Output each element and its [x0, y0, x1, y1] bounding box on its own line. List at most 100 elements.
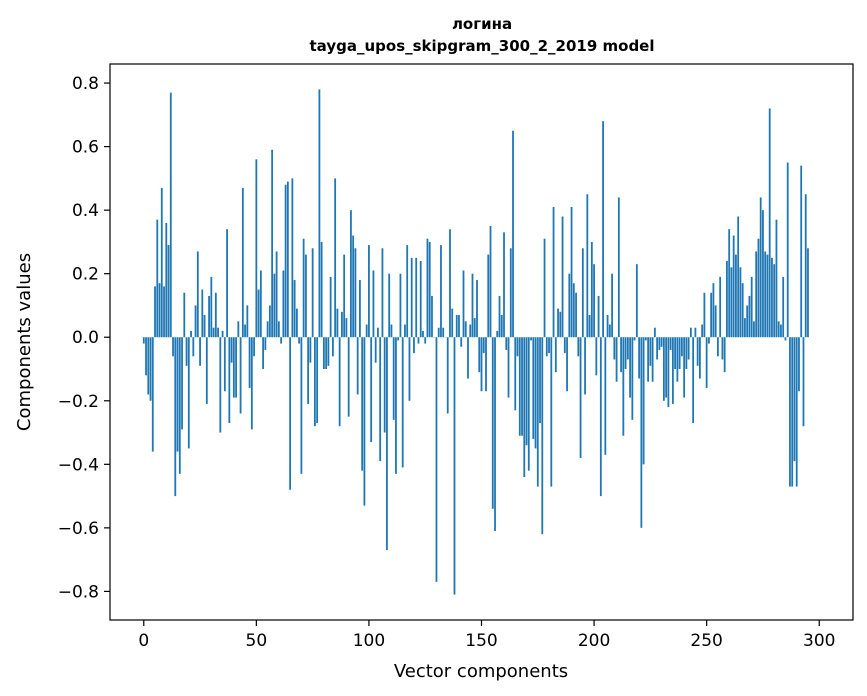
y-tick-label: −0.8 [58, 582, 99, 602]
bar-15 [176, 337, 179, 452]
bar-109 [388, 273, 391, 338]
bar-150 [480, 337, 483, 392]
bar-139 [455, 314, 458, 338]
bar-127 [428, 241, 431, 338]
bar-30 [210, 276, 213, 338]
bar-77 [316, 337, 319, 424]
bar-85 [334, 178, 337, 338]
bar-42 [237, 321, 240, 338]
bar-193 [577, 337, 580, 357]
bar-125 [424, 337, 427, 344]
bar-73 [307, 337, 310, 404]
bar-190 [570, 206, 573, 338]
bar-66 [291, 178, 294, 338]
bar-155 [491, 337, 494, 509]
bar-273 [757, 238, 760, 338]
bar-209 [613, 337, 616, 360]
bar-74 [309, 337, 312, 363]
bar-189 [568, 273, 571, 338]
bar-233 [667, 337, 670, 408]
bar-40 [232, 337, 235, 398]
bars-group [142, 89, 809, 595]
bar-272 [755, 251, 758, 338]
bar-181 [550, 337, 553, 487]
bar-171 [527, 337, 530, 471]
bar-293 [802, 337, 805, 427]
bar-104 [377, 327, 379, 338]
bar-262 [732, 235, 735, 338]
bar-218 [633, 337, 636, 341]
y-tick-label: −0.4 [58, 455, 99, 475]
bar-32 [214, 292, 217, 338]
bar-294 [804, 194, 807, 338]
bar-54 [264, 337, 267, 350]
bar-247 [699, 337, 701, 379]
bar-118 [408, 337, 411, 401]
bar-44 [241, 187, 244, 338]
bar-234 [669, 337, 672, 350]
y-tick-label: 0.0 [72, 328, 99, 348]
x-tick-label: 200 [578, 631, 610, 651]
bar-112 [395, 337, 397, 474]
bar-111 [392, 337, 395, 420]
bar-260 [728, 229, 731, 338]
bar-239 [680, 337, 683, 357]
bar-164 [512, 130, 514, 338]
bar-12 [169, 92, 172, 338]
bar-220 [638, 337, 641, 379]
bar-211 [617, 197, 620, 338]
bar-132 [440, 245, 442, 338]
y-tick-label: 0.4 [72, 201, 99, 221]
bar-152 [485, 337, 487, 392]
bar-16 [178, 337, 181, 474]
y-tick-label: 0.8 [72, 74, 99, 94]
bar-2 [147, 337, 150, 395]
bar-206 [606, 314, 609, 338]
bar-64 [286, 181, 289, 338]
bar-246 [696, 337, 699, 366]
bar-290 [795, 337, 798, 487]
bar-81 [325, 337, 328, 369]
bar-80 [322, 337, 325, 369]
bar-8 [160, 187, 163, 338]
bar-216 [629, 337, 631, 398]
x-tick-label: 150 [465, 631, 497, 651]
chart-title-line-1: логина [452, 15, 512, 33]
bar-10 [165, 222, 168, 338]
bar-119 [410, 257, 413, 338]
bar-207 [608, 324, 611, 338]
bar-212 [620, 337, 622, 373]
bar-57 [271, 149, 274, 338]
bar-276 [764, 251, 767, 338]
bar-49 [253, 337, 255, 357]
bar-287 [789, 337, 791, 487]
bar-31 [212, 327, 215, 338]
bar-242 [687, 337, 690, 360]
bar-148 [476, 280, 478, 338]
bar-183 [554, 337, 557, 373]
bar-160 [503, 232, 505, 338]
bar-89 [343, 254, 346, 338]
bar-53 [262, 337, 264, 369]
bar-243 [689, 327, 692, 338]
bar-169 [523, 337, 526, 478]
bar-122 [417, 337, 420, 344]
bar-47 [248, 337, 251, 389]
bar-263 [735, 254, 737, 338]
bar-186 [561, 216, 564, 338]
bar-182 [552, 206, 555, 338]
bar-92 [350, 210, 352, 338]
bar-200 [593, 264, 595, 338]
bar-29 [208, 295, 210, 338]
bar-56 [268, 305, 271, 338]
bar-217 [631, 337, 634, 420]
bar-25 [199, 337, 201, 366]
bar-146 [471, 273, 474, 338]
y-axis: −0.8 −0.6 −0.4 −0.2 0.0 0.2 0.4 0.6 0.8 [58, 74, 110, 602]
bar-34 [219, 337, 222, 433]
bar-149 [478, 337, 481, 373]
bar-229 [658, 337, 661, 350]
bar-153 [487, 254, 490, 338]
bar-213 [622, 337, 625, 436]
bar-203 [599, 337, 602, 497]
